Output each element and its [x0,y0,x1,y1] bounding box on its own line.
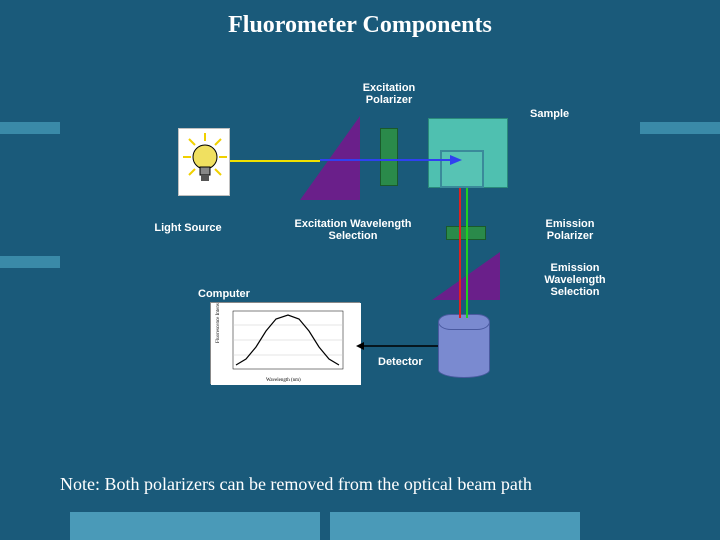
detector-top [438,314,490,330]
beam-blue-arrow [320,150,470,170]
beam-red [459,188,461,318]
label-computer: Computer [198,288,250,300]
label-light-source: Light Source [138,222,238,234]
svg-text:Fluorescence Intensity: Fluorescence Intensity [216,303,221,343]
label-emission-wavelength: Emission Wavelength Selection [530,262,620,298]
page-title: Fluorometer Components [0,0,720,39]
beam-yellow [230,160,320,162]
decor-bottom-2 [330,512,580,540]
detector-body [438,322,490,378]
beam-green [466,188,468,318]
bulb-icon [179,129,231,197]
computer-graph: Fluorescence Intensity Wavelength (nm) [210,302,360,384]
spectrum-curve-icon: Fluorescence Intensity Wavelength (nm) [211,303,361,385]
beam-detector-to-computer [356,340,442,352]
decor-bar-left-1 [0,122,60,134]
footer-note: Note: Both polarizers can be removed fro… [60,474,620,495]
label-emission-polarizer: Emission Polarizer [530,218,610,242]
light-source-box [178,128,230,196]
label-excitation-wavelength: Excitation Wavelength Selection [278,218,428,242]
decor-bottom-1 [70,512,320,540]
label-excitation-polarizer: Excitation Polarizer [344,82,434,106]
decor-bar-left-2 [0,256,60,268]
label-detector: Detector [378,356,423,368]
label-sample: Sample [530,108,569,120]
decor-bar-right-1 [640,122,720,134]
svg-text:Wavelength (nm): Wavelength (nm) [266,378,301,383]
